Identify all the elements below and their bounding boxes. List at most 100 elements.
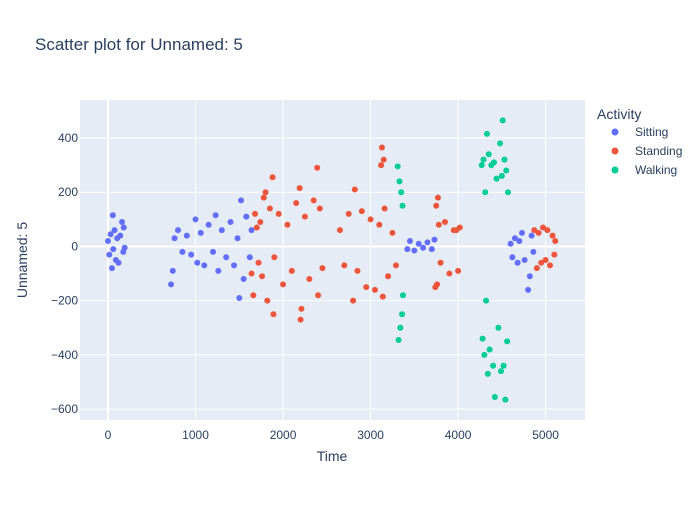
- data-point: [539, 224, 546, 231]
- data-point: [411, 247, 418, 254]
- data-point: [168, 281, 175, 288]
- data-point: [437, 259, 444, 266]
- data-point: [262, 189, 269, 196]
- data-point: [358, 208, 365, 215]
- data-point: [227, 219, 234, 226]
- data-point: [236, 294, 243, 301]
- data-point: [314, 164, 321, 171]
- legend-title: Activity: [597, 106, 641, 122]
- data-point: [179, 248, 186, 255]
- legend-item-standing[interactable]: Standing: [611, 144, 683, 158]
- data-point: [455, 267, 462, 274]
- data-point: [538, 259, 545, 266]
- legend-marker: [611, 128, 619, 136]
- data-point: [533, 265, 540, 272]
- x-tick-label: 1000: [182, 428, 209, 442]
- data-point: [490, 159, 497, 166]
- data-point: [428, 246, 435, 253]
- data-point: [284, 221, 291, 228]
- x-tick-label: 4000: [445, 428, 472, 442]
- y-tick-label: −600: [51, 402, 78, 416]
- data-point: [169, 267, 176, 274]
- data-point: [491, 393, 498, 400]
- data-point: [175, 227, 182, 234]
- data-point: [121, 244, 128, 251]
- data-point: [483, 297, 490, 304]
- data-point: [341, 262, 348, 269]
- data-point: [183, 232, 190, 239]
- legend-item-walking[interactable]: Walking: [611, 163, 678, 177]
- data-point: [535, 229, 542, 236]
- x-tick-label: 5000: [532, 428, 559, 442]
- data-point: [501, 156, 508, 163]
- data-point: [504, 338, 511, 345]
- data-point: [336, 227, 343, 234]
- data-point: [297, 316, 304, 323]
- series-standing: [248, 144, 559, 323]
- data-point: [399, 202, 406, 209]
- legend-label: Sitting: [635, 125, 668, 139]
- data-point: [215, 267, 222, 274]
- data-point: [392, 262, 399, 269]
- data-point: [250, 292, 257, 299]
- data-points: [105, 117, 559, 403]
- legend-label: Walking: [635, 163, 677, 177]
- data-point: [549, 232, 556, 239]
- data-point: [509, 254, 516, 261]
- data-point: [192, 216, 199, 223]
- legend-marker: [611, 166, 619, 174]
- data-point: [252, 210, 259, 217]
- data-point: [109, 212, 116, 219]
- data-point: [504, 189, 511, 196]
- data-point: [210, 248, 217, 255]
- data-point: [319, 265, 326, 272]
- data-point: [398, 189, 405, 196]
- data-point: [111, 227, 118, 234]
- data-point: [257, 219, 264, 226]
- y-axis-ticks: −600 −400 −200 0 200 400: [51, 131, 78, 416]
- data-point: [486, 346, 493, 353]
- data-point: [248, 270, 255, 277]
- data-point: [399, 311, 406, 318]
- data-point: [479, 335, 486, 342]
- data-point: [497, 368, 504, 375]
- data-point: [552, 238, 559, 245]
- y-tick-label: 200: [58, 185, 78, 199]
- data-point: [197, 229, 204, 236]
- data-point: [351, 186, 358, 193]
- data-point: [420, 244, 427, 251]
- data-point: [238, 197, 245, 204]
- data-point: [271, 254, 278, 261]
- data-point: [406, 238, 413, 245]
- data-point: [119, 219, 126, 226]
- data-point: [260, 194, 267, 201]
- data-point: [108, 265, 115, 272]
- y-tick-label: 400: [58, 131, 78, 145]
- data-point: [446, 270, 453, 277]
- data-point: [484, 370, 491, 377]
- data-point: [280, 281, 287, 288]
- data-point: [399, 292, 406, 299]
- data-point: [171, 235, 178, 242]
- legend-item-sitting[interactable]: Sitting: [611, 125, 669, 139]
- data-point: [378, 162, 385, 169]
- chart-title: Scatter plot for Unnamed: 5: [35, 35, 243, 54]
- y-axis-label: Unnamed: 5: [14, 222, 30, 298]
- data-point: [381, 205, 388, 212]
- legend[interactable]: Activity Sitting Standing Walking: [597, 106, 682, 177]
- data-point: [270, 311, 277, 318]
- data-point: [397, 324, 404, 331]
- data-point: [498, 172, 505, 179]
- data-point: [526, 273, 533, 280]
- data-point: [376, 221, 383, 228]
- data-point: [306, 275, 313, 282]
- data-point: [223, 254, 230, 261]
- data-point: [231, 262, 238, 269]
- data-point: [389, 229, 396, 236]
- data-point: [483, 130, 490, 137]
- data-point: [248, 227, 255, 234]
- data-point: [434, 281, 441, 288]
- data-point: [315, 292, 322, 299]
